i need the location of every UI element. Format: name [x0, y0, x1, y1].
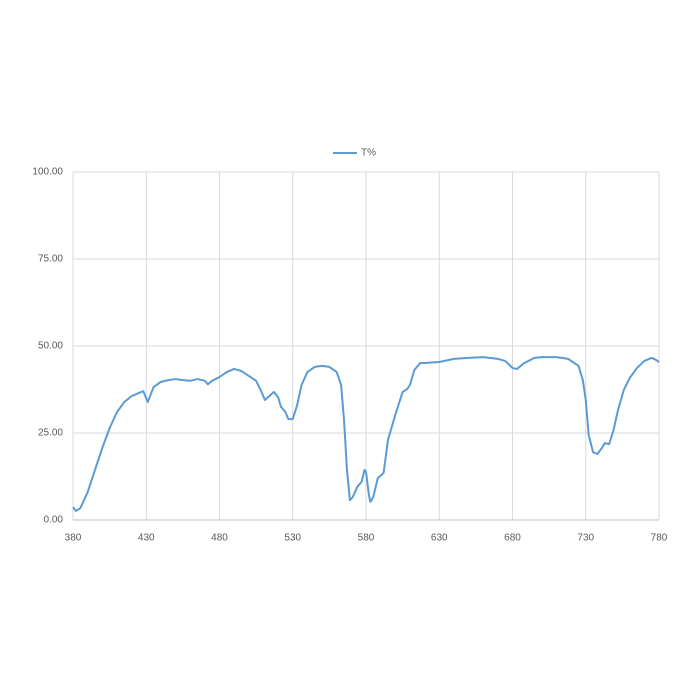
y-tick-label: 0.00 [44, 515, 64, 526]
y-tick-label: 75.00 [38, 254, 63, 265]
y-tick-label: 100.00 [32, 167, 63, 178]
x-tick-label: 780 [651, 533, 668, 544]
x-tick-label: 530 [284, 533, 301, 544]
x-tick-label: 430 [138, 533, 155, 544]
legend-label: T% [361, 148, 376, 159]
y-tick-label: 25.00 [38, 428, 63, 439]
x-tick-label: 680 [504, 533, 521, 544]
x-tick-label: 580 [358, 533, 375, 544]
data-line [72, 356, 660, 512]
x-tick-label: 480 [211, 533, 228, 544]
x-tick-label: 630 [431, 533, 448, 544]
y-tick-label: 50.00 [38, 341, 63, 352]
x-tick-label: 380 [65, 533, 82, 544]
x-tick-label: 730 [577, 533, 594, 544]
